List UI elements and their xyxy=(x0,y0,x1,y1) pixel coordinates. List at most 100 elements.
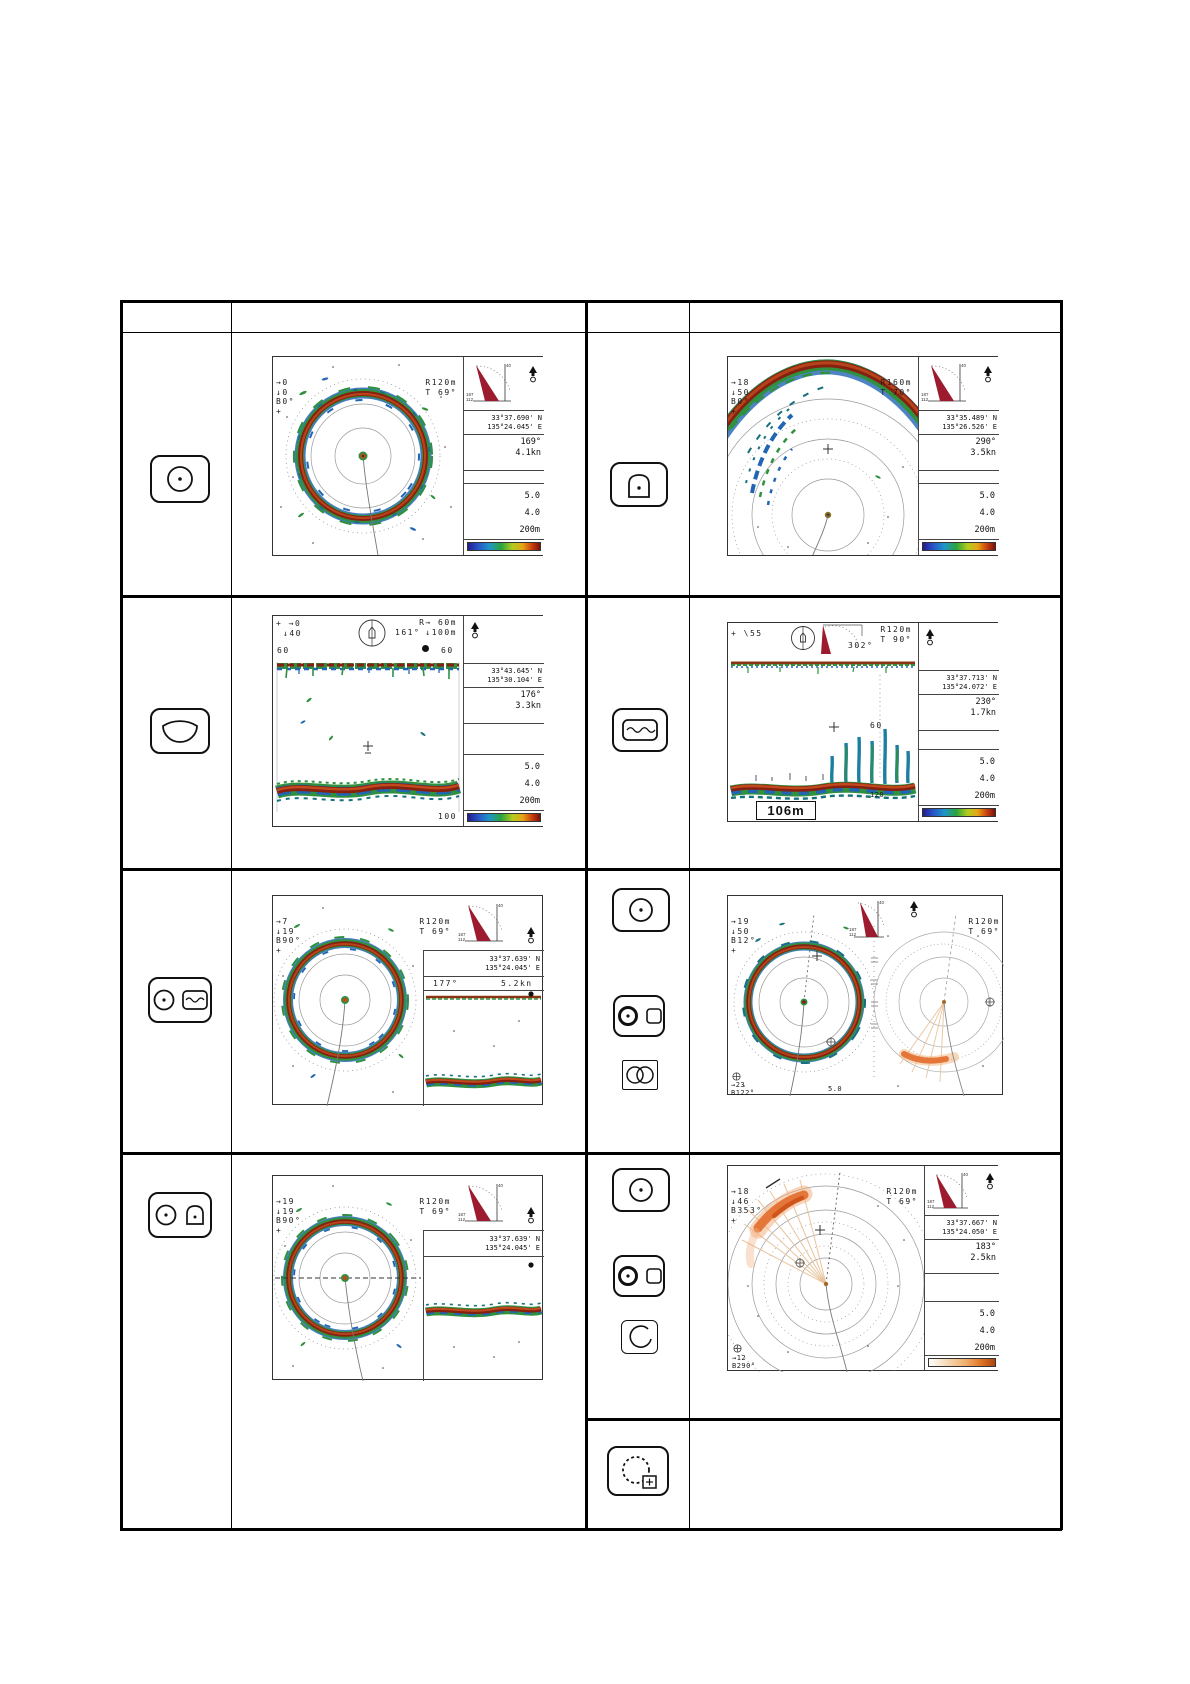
own-ship-icon xyxy=(910,901,918,918)
range-tilt-readout: R160m T 70° xyxy=(880,378,912,397)
sonar-echo-graphic xyxy=(275,662,462,812)
svg-text:112: 112 xyxy=(921,397,929,402)
sub-divider-h1 xyxy=(423,950,544,951)
spacer-box xyxy=(464,471,544,484)
position-readout: 33°37.667' N 135°24.050' E xyxy=(925,1216,999,1240)
range-tilt-readout: R120m T 69° xyxy=(419,917,451,936)
history-circles-glyph xyxy=(626,1066,654,1084)
row-divider-1 xyxy=(120,595,1062,598)
mode-icon-full-circle-vertical-combo xyxy=(148,1192,212,1238)
course-speed-readout: 176° 3.3kn xyxy=(464,688,544,724)
sector-arc-glyph xyxy=(629,1325,652,1348)
echo-colorbar xyxy=(467,813,541,822)
mode-icon-target-lock xyxy=(607,1446,669,1496)
info-sidebar: 40 187 112 33°35.489' N 135°26.526' E 290… xyxy=(918,357,999,555)
svg-text:40: 40 xyxy=(879,900,885,905)
own-ship-icon xyxy=(986,1173,994,1190)
mode-readout: →18 ↓46 B353° + xyxy=(731,1187,763,1225)
ship-box xyxy=(464,616,544,664)
echo-colorbar xyxy=(922,542,996,551)
tilt-wedge-graphic: 40 187 112 xyxy=(921,363,967,402)
sonar-echo-graphic xyxy=(729,661,917,800)
sub-divider-h3 xyxy=(423,990,544,991)
ship-box xyxy=(919,623,999,671)
svg-text:187: 187 xyxy=(849,927,857,932)
col-divider-right-icons xyxy=(689,300,690,1528)
range-tilt-readout: R120m T 69° xyxy=(425,378,457,397)
full-circle-glyph xyxy=(167,466,193,492)
sonar-screenshot-vertical-fan: + →0 ↓40 161° R→ 60m ↓100m 60 60 100 33°43… xyxy=(272,615,544,827)
sounder-glyph xyxy=(182,990,208,1010)
event-mark-icon xyxy=(733,1344,742,1353)
mode-icon-sounder xyxy=(612,708,668,752)
gain-readout: 5.0 4.0 200m xyxy=(919,750,999,806)
own-ship-icon xyxy=(471,622,479,639)
mode-icon-full-circle-sub xyxy=(613,995,665,1037)
sub-divider-h2 xyxy=(423,1256,544,1257)
sonar-screenshot-dual-circle: →19 ↓50 B12° + 40 187 112 R120m T 69° →23 B12… xyxy=(727,895,1004,1097)
colorbar-box xyxy=(919,806,999,821)
sonar-echo-graphic xyxy=(280,364,452,555)
train-wedge-graphic xyxy=(821,624,863,654)
sub-window-glyph xyxy=(646,1008,662,1024)
mode-icon-half-circle xyxy=(610,462,668,507)
info-sidebar: 40 187 112 33°37.690' N 135°24.045' E 169… xyxy=(463,357,544,555)
sonar-screenshot-sector-scan: →18 ↓46 B353° + R120m T 69° →12 B290° 40 187 … xyxy=(727,1165,999,1372)
sub-window-glyph xyxy=(646,1268,662,1284)
own-ship-icon xyxy=(984,366,992,383)
sonar-echo-graphic xyxy=(728,1171,924,1372)
header-divider xyxy=(120,332,1062,333)
own-ship-icon xyxy=(527,1207,535,1224)
info-sidebar: 33°37.713' N 135°24.072' E 230° 1.7kn 5.0 4… xyxy=(918,623,999,821)
svg-text:40: 40 xyxy=(961,363,967,368)
mode-readout: + →0 ↓40 xyxy=(276,619,302,638)
own-ship-icon xyxy=(926,629,934,646)
range-tilt-readout: R120m T 90° xyxy=(880,625,912,644)
tilt-wedge-graphic: 40 187 112 xyxy=(458,903,504,942)
heading-readout: 161° xyxy=(395,628,421,637)
svg-text:187: 187 xyxy=(458,1212,466,1217)
spacer-box xyxy=(919,731,999,750)
position-readout: 33°37.639' N 135°24.045' E xyxy=(485,955,540,972)
course-readout: 177° xyxy=(433,979,459,988)
sub-vertical-graphic xyxy=(425,1262,543,1358)
sub-divider-h1 xyxy=(423,1230,544,1231)
full-circle-glyph xyxy=(629,898,653,922)
tilt-graph-box: 40 187 112 xyxy=(464,357,544,411)
position-readout: 33°37.690' N 135°24.045' E xyxy=(464,411,544,435)
speed-readout: 5.2kn xyxy=(501,979,533,988)
heading-dial-icon xyxy=(791,626,815,650)
depth-scale-bottom: 120 xyxy=(870,791,885,799)
depth-scale-bottom: 100 xyxy=(438,812,457,821)
tilt-graph-box: 40 187 112 xyxy=(925,1166,999,1216)
mode-icon-vertical-fan xyxy=(150,708,210,754)
echo-colorbar-orange xyxy=(928,1358,996,1367)
vertical-fan-glyph xyxy=(162,720,198,743)
sonar-screenshot-half-circle: →18 ↓50 B0° + R160m T 70° 40 187 112 33°35.4… xyxy=(727,356,999,556)
col-divider-center xyxy=(585,300,588,1528)
colorbar-box xyxy=(925,1356,999,1370)
own-ship-icon xyxy=(529,366,537,383)
event-mark-dot xyxy=(422,645,429,652)
sonar-screenshot-full-circle: →0 ↓0 B0° + R120m T 69° 40 187 112 33°37.690… xyxy=(272,356,544,556)
row-divider-4-right xyxy=(585,1418,1062,1421)
sonar-echo-graphic xyxy=(273,1185,421,1381)
echo-colorbar xyxy=(922,808,996,817)
mode-readout: →19 ↓50 B12° + xyxy=(731,917,757,955)
svg-text:112: 112 xyxy=(458,1217,466,1222)
colorbar-box xyxy=(464,540,544,555)
spacer-box xyxy=(464,724,544,755)
mark-readout: →23 B122° xyxy=(731,1081,755,1097)
bold-circle-glyph xyxy=(618,1266,638,1286)
event-mark-icon xyxy=(732,1072,741,1081)
svg-text:40: 40 xyxy=(963,1172,969,1177)
sub-sounder-graphic xyxy=(425,991,543,1089)
full-circle-glyph xyxy=(155,1204,177,1226)
tilt-wedge-graphic: 40 187 112 xyxy=(466,363,512,402)
svg-text:112: 112 xyxy=(849,932,857,937)
gain-readout: 5.0 4.0 200m xyxy=(925,1302,999,1356)
table-border-left xyxy=(120,300,123,1530)
target-lock-glyph xyxy=(622,1456,657,1489)
echo-colorbar xyxy=(467,542,541,551)
gain-readout: 5.0 4.0 200m xyxy=(464,484,544,540)
